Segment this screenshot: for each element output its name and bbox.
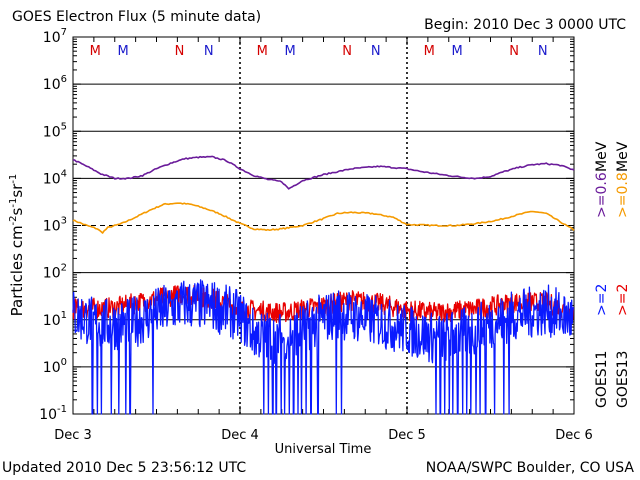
series-layer	[72, 155, 575, 415]
legend-goes13-0.6mev: >=0.6	[594, 172, 610, 218]
legend: GOES11 GOES13 >=2 >=2 >=0.6 >=0.8 MeV Me…	[594, 141, 631, 408]
credit: NOAA/SWPC Boulder, CO USA	[425, 460, 634, 476]
marker-n: N	[509, 44, 519, 59]
marker-n: N	[538, 44, 548, 59]
series-line-goes11-0.8mev	[72, 202, 575, 234]
y-tick-label: 102	[43, 263, 67, 282]
legend-unit-0.8: MeV	[615, 141, 631, 172]
y-tick-label: 103	[43, 216, 67, 235]
y-tick-label: 104	[43, 168, 67, 187]
y-tick-label: 101	[43, 310, 67, 329]
legend-unit-0.6: MeV	[594, 141, 610, 172]
y-tick-label: 106	[43, 74, 67, 93]
marker-n: N	[175, 44, 185, 59]
y-axis-ticks: 10-1 100 101 102 103 104 105 106 107	[39, 27, 574, 423]
updated-time: Updated 2010 Dec 5 23:56:12 UTC	[2, 460, 247, 476]
marker-m: M	[117, 44, 128, 59]
marker-n: N	[204, 44, 214, 59]
y-tick-label: 107	[43, 27, 67, 46]
x-tick-label: Dec 4	[221, 428, 259, 443]
legend-goes11-0.8mev: >=0.8	[615, 172, 631, 218]
marker-n: N	[342, 44, 352, 59]
marker-m: M	[257, 44, 268, 59]
marker-m: M	[90, 44, 101, 59]
legend-goes13: GOES13	[615, 351, 631, 408]
y-axis-label: Particles cm-2s-1sr-1	[8, 174, 26, 317]
x-axis-ticks: Dec 3 Dec 4 Dec 5 Dec 6	[54, 37, 593, 443]
x-tick-label: Dec 5	[388, 428, 426, 443]
marker-m: M	[284, 44, 295, 59]
legend-goes13-2mev: >=2	[615, 284, 631, 316]
marker-m: M	[451, 44, 462, 59]
legend-goes11-2mev: >=2	[594, 284, 610, 316]
series-line-goes13-0.6mev	[72, 155, 575, 190]
marker-n: N	[371, 44, 381, 59]
begin-time: Begin: 2010 Dec 3 0000 UTC	[424, 17, 626, 33]
y-tick-label: 10-1	[39, 404, 67, 423]
y-tick-label: 105	[43, 121, 67, 140]
x-tick-label: Dec 6	[555, 428, 593, 443]
x-axis-label: Universal Time	[275, 442, 372, 457]
marker-m: M	[424, 44, 435, 59]
x-tick-label: Dec 3	[54, 428, 92, 443]
chart-title: GOES Electron Flux (5 minute data)	[12, 9, 262, 25]
series-line-goes11-2mev	[72, 279, 575, 415]
legend-goes11: GOES11	[594, 351, 610, 408]
y-tick-label: 100	[43, 357, 67, 376]
